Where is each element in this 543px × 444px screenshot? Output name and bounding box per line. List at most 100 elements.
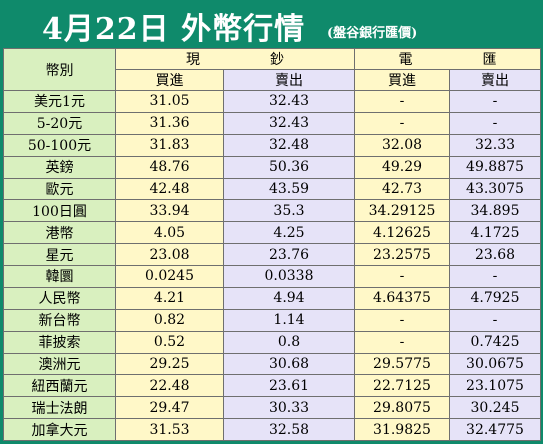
cash-buy-value: 31.83 xyxy=(115,133,224,157)
title-bar: 4月22日 外幣行情 (盤谷銀行匯價) xyxy=(0,0,543,47)
wire-buy-header: 買進 xyxy=(354,69,450,91)
cash-buy-value: 31.53 xyxy=(115,418,224,441)
table-row: 100日圓 33.94 35.3 34.29125 34.895 xyxy=(3,199,541,223)
cash-group-char-2: 鈔 xyxy=(270,52,284,68)
wire-group-header: 電匯 xyxy=(354,48,541,70)
wire-buy-value: 34.29125 xyxy=(354,199,450,223)
cash-sell-value: 23.76 xyxy=(223,243,355,266)
wire-sell-value: 32.4775 xyxy=(449,418,541,441)
table-row: 港幣 4.05 4.25 4.12625 4.1725 xyxy=(3,221,541,245)
cash-sell-value: 30.33 xyxy=(223,396,355,420)
page-title: 4月22日 外幣行情 xyxy=(42,12,306,47)
currency-name: 人民幣 xyxy=(3,286,116,310)
currency-column-header: 幣別 xyxy=(3,48,116,91)
wire-buy-value: 29.8075 xyxy=(354,396,450,420)
cash-sell-value: 30.68 xyxy=(223,352,355,376)
table-row: 韓圜 0.0245 0.0338 - - xyxy=(3,265,541,288)
wire-sell-value: 43.3075 xyxy=(449,177,541,201)
wire-group-char-2: 匯 xyxy=(482,52,497,68)
table-row: 紐西蘭元 22.48 23.61 22.7125 23.1075 xyxy=(3,374,541,398)
wire-buy-value: - xyxy=(354,111,450,135)
wire-buy-value: - xyxy=(354,330,450,354)
table-row: 5-20元 31.36 32.43 - - xyxy=(3,111,541,135)
cash-group-header: 現鈔 xyxy=(115,48,355,70)
cash-buy-value: 29.25 xyxy=(115,352,224,376)
rate-rows: 美元1元 31.05 32.43 - - 5-20元 31.36 32.43 -… xyxy=(3,90,541,441)
wire-buy-value: - xyxy=(354,90,450,113)
cash-buy-value: 48.76 xyxy=(115,155,224,179)
table-row: 加拿大元 31.53 32.58 31.9825 32.4775 xyxy=(3,418,541,441)
wire-buy-value: 29.5775 xyxy=(354,352,450,376)
cash-sell-value: 1.14 xyxy=(223,308,355,332)
currency-name: 加拿大元 xyxy=(3,418,116,441)
currency-name: 50-100元 xyxy=(3,133,116,157)
wire-sell-value: 30.0675 xyxy=(449,352,541,376)
cash-buy-value: 0.0245 xyxy=(115,265,224,288)
currency-name: 菲披索 xyxy=(3,330,116,354)
wire-sell-header: 賣出 xyxy=(449,69,541,91)
cash-sell-value: 0.0338 xyxy=(223,265,355,288)
cash-buy-value: 42.48 xyxy=(115,177,224,201)
cash-sell-value: 4.25 xyxy=(223,221,355,245)
cash-sell-value: 23.61 xyxy=(223,374,355,398)
wire-buy-value: 49.29 xyxy=(354,155,450,179)
currency-name: 英鎊 xyxy=(3,155,116,179)
cash-sell-value: 0.8 xyxy=(223,330,355,354)
wire-buy-value: 22.7125 xyxy=(354,374,450,398)
cash-buy-value: 4.05 xyxy=(115,221,224,245)
wire-buy-value: 23.2575 xyxy=(354,243,450,266)
cash-buy-value: 29.47 xyxy=(115,396,224,420)
table-row: 新台幣 0.82 1.14 - - xyxy=(3,308,541,332)
cash-sell-value: 32.48 xyxy=(223,133,355,157)
cash-buy-value: 31.05 xyxy=(115,90,224,113)
table-row: 瑞士法朗 29.47 30.33 29.8075 30.245 xyxy=(3,396,541,420)
currency-name: 新台幣 xyxy=(3,308,116,332)
wire-sell-value: 4.7925 xyxy=(449,286,541,310)
table-row: 星元 23.08 23.76 23.2575 23.68 xyxy=(3,243,541,266)
wire-sell-value: 23.68 xyxy=(449,243,541,266)
table-row: 英鎊 48.76 50.36 49.29 49.8875 xyxy=(3,155,541,179)
cash-buy-value: 23.08 xyxy=(115,243,224,266)
cash-group-char-1: 現 xyxy=(186,52,200,68)
currency-name: 歐元 xyxy=(3,177,116,201)
header-row-sub: 買進 賣出 買進 賣出 xyxy=(4,69,541,91)
wire-buy-value: 4.64375 xyxy=(354,286,450,310)
currency-name: 紐西蘭元 xyxy=(3,374,116,398)
wire-group-char-1: 電 xyxy=(398,52,413,68)
wire-sell-value: 32.33 xyxy=(449,133,541,157)
wire-sell-value: - xyxy=(449,90,541,113)
currency-name: 星元 xyxy=(3,243,116,266)
table-row: 菲披索 0.52 0.8 - 0.7425 xyxy=(3,330,541,354)
cash-sell-value: 35.3 xyxy=(223,199,355,223)
cash-sell-value: 32.58 xyxy=(223,418,355,441)
header-row-groups: 幣別 現鈔 電匯 xyxy=(3,48,541,91)
currency-name: 5-20元 xyxy=(3,111,116,135)
currency-name: 港幣 xyxy=(3,221,116,245)
wire-sell-value: 49.8875 xyxy=(449,155,541,179)
wire-buy-value: 31.9825 xyxy=(354,418,450,441)
cash-sell-value: 50.36 xyxy=(223,155,355,179)
wire-buy-value: - xyxy=(354,308,450,332)
wire-sell-value: - xyxy=(449,111,541,135)
wire-buy-value: 42.73 xyxy=(354,177,450,201)
currency-name: 澳洲元 xyxy=(3,352,116,376)
wire-buy-value: - xyxy=(354,265,450,288)
wire-sell-value: 23.1075 xyxy=(449,374,541,398)
wire-sell-value: 30.245 xyxy=(449,396,541,420)
cash-buy-value: 33.94 xyxy=(115,199,224,223)
table-row: 50-100元 31.83 32.48 32.08 32.33 xyxy=(3,133,541,157)
currency-name: 瑞士法朗 xyxy=(3,396,116,420)
wire-sell-value: 34.895 xyxy=(449,199,541,223)
wire-sell-value: 0.7425 xyxy=(449,330,541,354)
cash-sell-value: 43.59 xyxy=(223,177,355,201)
cash-buy-value: 22.48 xyxy=(115,374,224,398)
cash-sell-value: 4.94 xyxy=(223,286,355,310)
cash-buy-header: 買進 xyxy=(115,69,224,91)
wire-buy-value: 4.12625 xyxy=(354,221,450,245)
cash-buy-value: 31.36 xyxy=(115,111,224,135)
wire-buy-value: 32.08 xyxy=(354,133,450,157)
cash-buy-value: 0.82 xyxy=(115,308,224,332)
page-subtitle: (盤谷銀行匯價) xyxy=(327,26,418,41)
table-row: 美元1元 31.05 32.43 - - xyxy=(3,90,541,113)
